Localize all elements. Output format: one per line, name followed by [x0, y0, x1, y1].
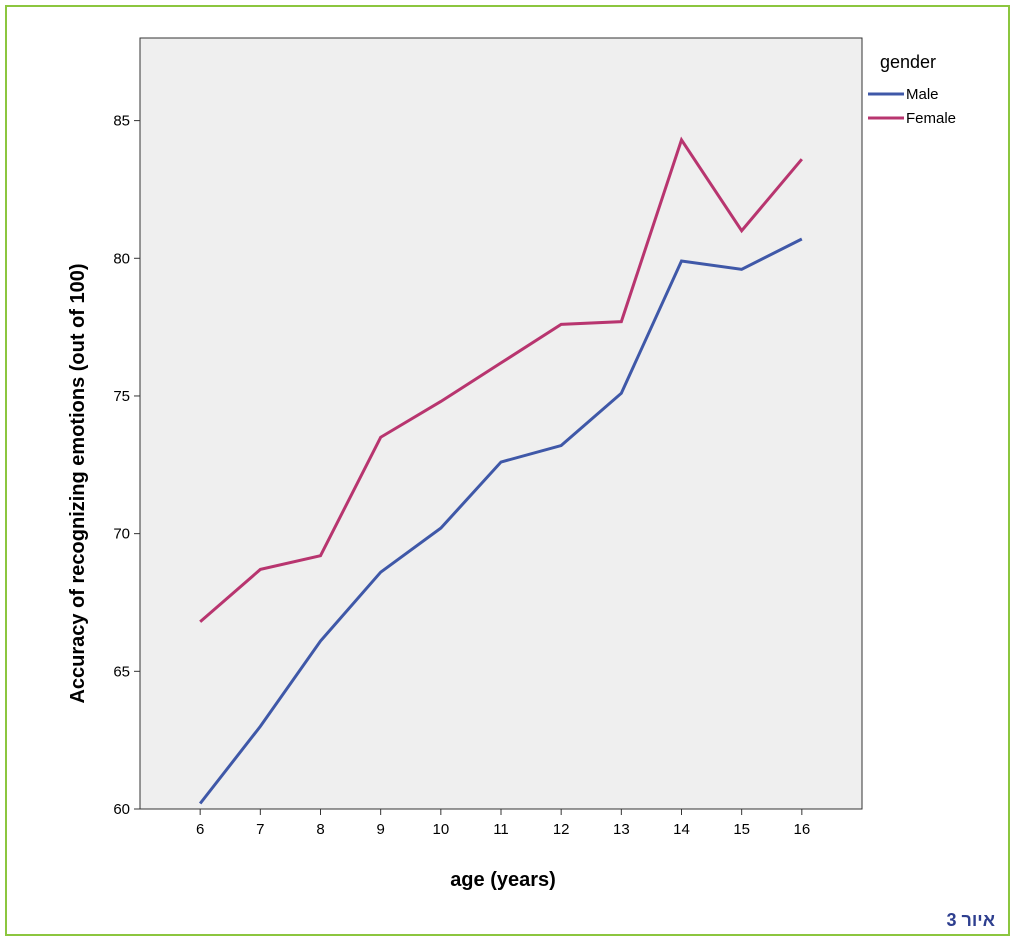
- x-tick-label: 8: [316, 821, 324, 838]
- legend-label-male: Male: [906, 86, 939, 103]
- x-tick-label: 11: [493, 821, 509, 838]
- y-tick-label: 70: [113, 526, 130, 543]
- x-tick-label: 13: [613, 821, 630, 838]
- x-tick-label: 12: [553, 821, 570, 838]
- figure-caption: איור 3: [946, 910, 995, 930]
- x-tick-label: 15: [733, 821, 750, 838]
- y-tick-label: 80: [113, 250, 130, 267]
- y-tick-label: 85: [113, 113, 130, 130]
- legend: gender Male Female: [868, 52, 956, 127]
- x-axis: 6 7 8 9 10 11 12 13 14 15 16: [196, 809, 810, 838]
- y-tick-label: 65: [113, 663, 130, 680]
- series-lines: [198, 136, 803, 805]
- x-tick-label: 14: [673, 821, 690, 838]
- plot-area: [139, 37, 863, 810]
- series-line-female: [199, 136, 803, 623]
- x-tick-label: 10: [432, 821, 449, 838]
- y-tick-label: 60: [113, 801, 130, 818]
- x-tick-label: 6: [196, 821, 204, 838]
- x-tick-label: 7: [256, 821, 264, 838]
- legend-label-female: Female: [906, 110, 956, 127]
- y-axis-title: Accuracy of recognizing emotions (out of…: [67, 263, 89, 703]
- x-axis-title: age (years): [450, 869, 556, 891]
- x-tick-label: 16: [793, 821, 810, 838]
- legend-title: gender: [880, 52, 936, 72]
- series-line-male: [198, 237, 803, 805]
- y-axis: 60 65 70 75 80 85: [113, 113, 140, 818]
- y-tick-label: 75: [113, 388, 130, 405]
- x-tick-label: 9: [376, 821, 384, 838]
